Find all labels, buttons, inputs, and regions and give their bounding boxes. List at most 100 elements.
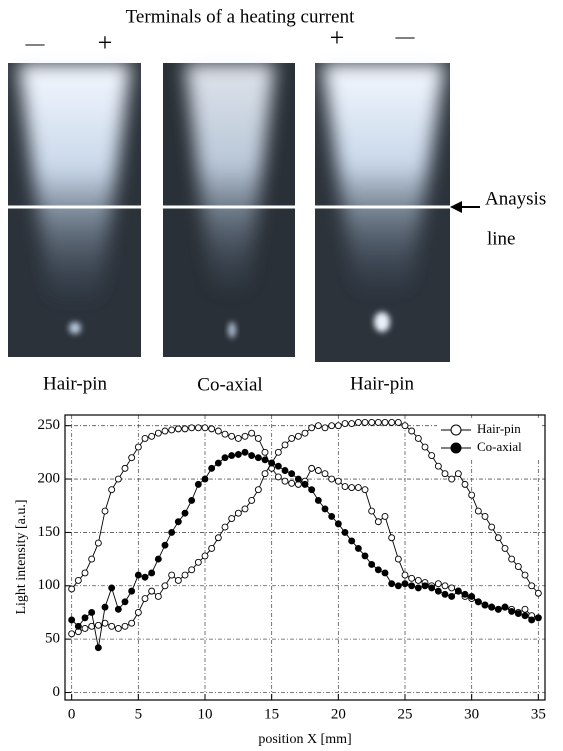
- data-point: [308, 424, 316, 432]
- data-point: [488, 603, 496, 611]
- data-point: [108, 584, 116, 592]
- data-point: [101, 603, 109, 611]
- data-point: [154, 429, 162, 437]
- legend-label: Hair-pin: [477, 421, 521, 436]
- data-point: [301, 480, 309, 488]
- data-point: [234, 509, 242, 517]
- data-point: [421, 443, 429, 451]
- data-point: [188, 424, 196, 432]
- x-tick-label: 25: [398, 706, 413, 722]
- photo-label: Co-axial: [197, 374, 262, 395]
- data-point: [361, 486, 369, 494]
- data-point: [381, 569, 389, 577]
- data-point: [274, 462, 282, 470]
- data-point: [261, 470, 269, 478]
- data-point: [321, 470, 329, 478]
- data-point: [281, 477, 289, 485]
- data-point: [348, 537, 356, 545]
- data-point: [434, 580, 442, 588]
- data-point: [521, 612, 529, 620]
- data-point: [468, 593, 476, 600]
- x-tick-label: 15: [264, 706, 279, 722]
- data-point: [94, 539, 102, 547]
- data-point: [534, 614, 542, 622]
- data-point: [454, 587, 462, 595]
- data-point: [321, 505, 329, 513]
- y-tick-label: 250: [38, 417, 61, 433]
- data-point: [328, 422, 336, 430]
- photo: [315, 63, 450, 362]
- x-tick-label: 10: [198, 706, 213, 722]
- data-point: [388, 419, 396, 426]
- data-point: [494, 534, 502, 542]
- data-point: [114, 625, 122, 632]
- data-point: [514, 563, 522, 571]
- data-point: [528, 582, 536, 590]
- data-point: [414, 576, 422, 584]
- data-point: [294, 475, 302, 483]
- data-point: [368, 560, 376, 568]
- data-point: [368, 419, 376, 426]
- data-point: [94, 621, 102, 629]
- data-point: [274, 448, 282, 456]
- data-point: [201, 475, 209, 483]
- data-point: [428, 452, 436, 460]
- data-point: [534, 589, 542, 597]
- data-point: [434, 587, 442, 595]
- data-point: [228, 452, 236, 460]
- data-point: [501, 603, 509, 611]
- data-point: [281, 467, 289, 474]
- data-point: [74, 576, 82, 584]
- data-point: [408, 427, 416, 435]
- terminal-sign: —: [25, 33, 46, 54]
- data-point: [368, 507, 376, 515]
- data-point: [454, 470, 462, 478]
- data-point: [348, 484, 356, 492]
- data-point: [334, 520, 342, 528]
- data-point: [441, 590, 449, 598]
- data-point: [448, 584, 456, 592]
- data-point: [314, 496, 322, 504]
- data-point: [321, 424, 329, 432]
- data-point: [521, 605, 529, 613]
- data-point: [474, 598, 482, 606]
- data-point: [414, 584, 422, 592]
- y-tick-label: 150: [38, 524, 61, 540]
- data-point: [221, 454, 229, 462]
- data-point: [188, 566, 196, 574]
- photo: [163, 63, 295, 357]
- data-point: [114, 605, 122, 613]
- data-point: [174, 576, 182, 584]
- data-point: [481, 512, 489, 520]
- data-point: [394, 419, 402, 426]
- data-point: [394, 582, 402, 590]
- data-point: [408, 582, 416, 590]
- data-point: [461, 590, 469, 598]
- data-point: [361, 552, 369, 560]
- data-point: [421, 582, 429, 590]
- photo-label: Hair-pin: [43, 373, 107, 394]
- data-point: [141, 595, 149, 603]
- data-point: [254, 435, 262, 442]
- data-point: [81, 614, 89, 622]
- data-point: [228, 432, 236, 440]
- data-point: [68, 585, 76, 593]
- terminal-sign: +: [98, 28, 113, 57]
- data-point: [281, 441, 289, 449]
- data-point: [261, 448, 269, 456]
- arrow-head: [450, 201, 462, 213]
- legend-marker: [450, 442, 462, 454]
- data-point: [221, 430, 229, 438]
- data-point: [268, 459, 276, 467]
- data-point: [254, 486, 262, 494]
- x-tick-label: 5: [135, 706, 143, 722]
- data-point: [168, 571, 176, 579]
- data-point: [194, 424, 202, 432]
- data-point: [434, 462, 442, 470]
- data-point: [128, 454, 136, 462]
- annotation: line: [487, 228, 516, 249]
- x-tick-label: 35: [531, 706, 546, 722]
- data-point: [81, 625, 89, 632]
- data-point: [361, 419, 369, 426]
